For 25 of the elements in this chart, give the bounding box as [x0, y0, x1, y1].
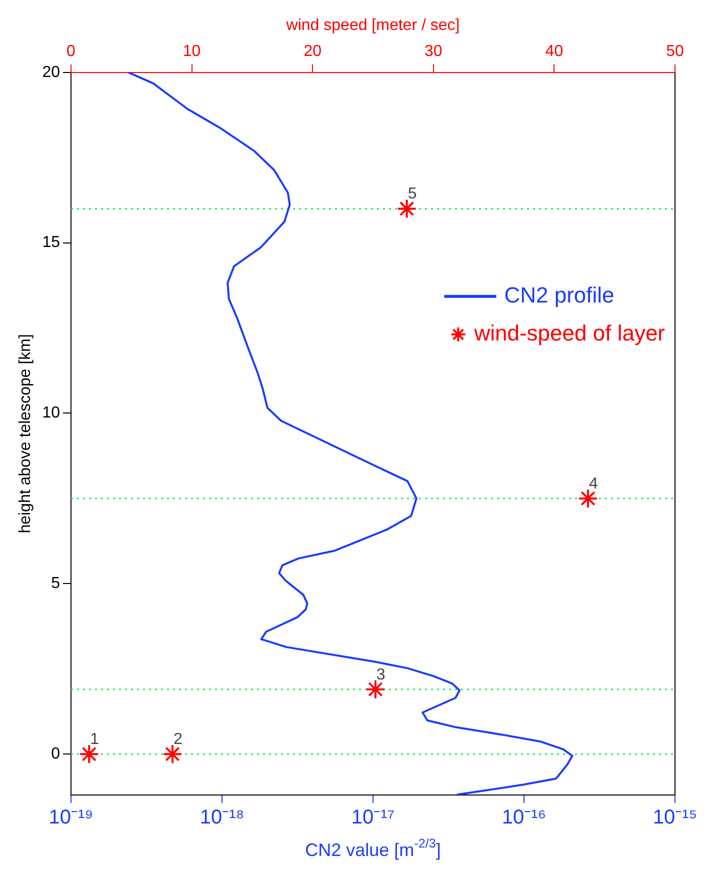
y-tick-label: 15: [42, 234, 60, 252]
x2-tick-label: 30: [424, 43, 442, 60]
y-tick-label: 10: [42, 404, 60, 422]
x-tick-label: 10⁻¹⁷: [351, 806, 395, 829]
y-tick-label: 5: [51, 575, 60, 592]
x2-tick-label: 50: [666, 43, 684, 60]
annotation: 4: [589, 475, 598, 492]
x-tick-label: 10⁻¹⁵: [652, 806, 698, 829]
x2-tick-label: 0: [66, 43, 76, 60]
x-tick-label: 10⁻¹⁹: [48, 806, 94, 829]
legend-label: CN2 profile: [504, 282, 614, 308]
annotation: 5: [408, 186, 417, 203]
x2-tick-label: 20: [304, 43, 322, 60]
x2-tick-label: 10: [182, 43, 201, 60]
y-axis-title: height above telescope [km]: [17, 334, 34, 534]
annotation: 3: [376, 666, 386, 684]
annotation: 1: [90, 731, 100, 748]
legend-label: wind-speed of layer: [473, 320, 666, 346]
annotation: 2: [173, 731, 182, 748]
y-tick-label: 20: [42, 64, 60, 81]
x-tick-label: 10⁻¹⁸: [200, 806, 244, 829]
y-tick-label: 0: [51, 746, 60, 763]
x-tick-label: 10⁻¹⁶: [502, 806, 546, 829]
x2-axis-title: wind speed [meter / sec]: [285, 17, 460, 34]
x2-tick-label: 40: [545, 43, 564, 60]
